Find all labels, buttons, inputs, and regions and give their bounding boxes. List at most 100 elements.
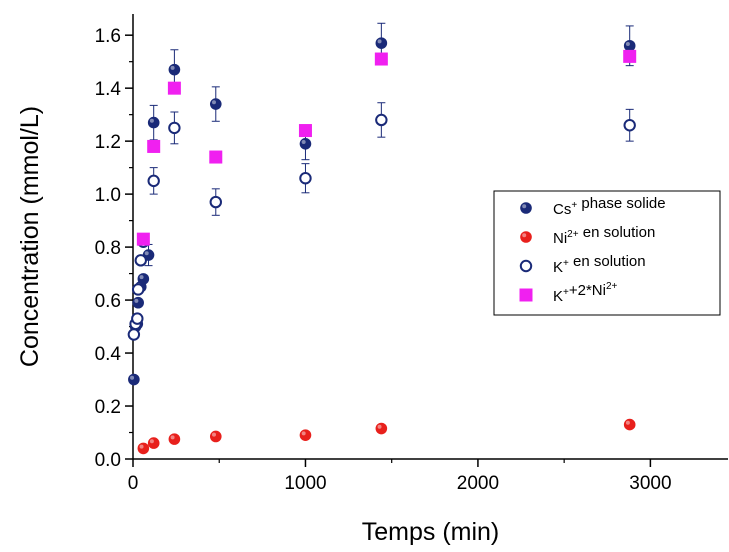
data-point (137, 442, 150, 455)
marker-highlight (301, 139, 306, 144)
data-point (299, 172, 312, 185)
y-tick-label: 0.0 (95, 450, 121, 471)
data-point (168, 433, 181, 445)
data-point (167, 81, 181, 95)
marker-square (167, 81, 181, 95)
marker-filled-circle (168, 433, 181, 445)
marker-filled-circle (623, 39, 636, 52)
data-point (128, 373, 140, 386)
marker-filled-circle (132, 296, 144, 309)
legend-label: K+ en solution (553, 253, 646, 276)
legend-item: Ni2+ en solution (520, 224, 655, 247)
data-point (147, 116, 160, 129)
marker-open-circle (168, 121, 181, 135)
legend-label: Cs+ phase solide (553, 195, 666, 218)
marker-square (147, 139, 161, 153)
marker-filled-circle (147, 437, 160, 449)
marker-highlight (149, 118, 154, 123)
marker-square (298, 124, 312, 138)
series-3 (136, 49, 637, 246)
data-point (147, 139, 161, 153)
data-point (375, 37, 388, 49)
marker-highlight (211, 432, 216, 437)
y-tick-label: 0.8 (95, 238, 121, 259)
data-point (209, 195, 222, 209)
marker-filled-circle (137, 442, 150, 455)
data-point (209, 150, 223, 164)
x-tick-label: 0 (128, 473, 139, 494)
legend-marker (519, 259, 533, 273)
y-tick-label: 0.2 (95, 397, 121, 418)
legend-item: K+ en solution (519, 253, 646, 276)
series-1 (137, 418, 636, 455)
data-point (131, 283, 145, 296)
x-axis-title: Temps (min) (362, 518, 500, 546)
marker-highlight (144, 251, 149, 256)
legend-label-text: phase solide (577, 195, 665, 212)
marker-filled-circle (520, 202, 532, 214)
data-point (136, 232, 150, 246)
legend-label-superscript: 2+ (567, 229, 579, 240)
marker-open-circle (131, 312, 144, 325)
marker-highlight (377, 39, 382, 44)
legend-label-text: Cs (553, 201, 571, 218)
data-point (374, 52, 388, 66)
marker-open-circle (131, 283, 145, 296)
marker-open-circle (299, 172, 312, 185)
marker-highlight (625, 41, 630, 46)
legend-label-text: K (553, 259, 563, 276)
data-point (623, 418, 636, 431)
legend-marker (519, 288, 533, 302)
data-point (623, 119, 636, 132)
x-tick-label: 2000 (457, 473, 499, 494)
y-tick-label: 1.0 (95, 185, 121, 206)
x-tick-label: 3000 (629, 473, 671, 494)
legend-label-text: en solution (579, 224, 656, 241)
marker-highlight (130, 375, 135, 380)
marker-square (209, 150, 223, 164)
legend-label-superscript: + (563, 287, 569, 298)
y-tick-label: 0.6 (95, 291, 121, 312)
legend-marker (520, 202, 532, 214)
legend-marker (520, 231, 532, 243)
marker-open-circle (519, 259, 533, 273)
data-point (168, 63, 181, 76)
marker-square (374, 52, 388, 66)
data-point (137, 273, 150, 285)
marker-highlight (301, 431, 306, 436)
marker-open-circle (209, 195, 222, 209)
marker-square (519, 288, 533, 302)
marker-highlight (625, 420, 630, 425)
marker-highlight (211, 100, 216, 105)
marker-filled-circle (128, 373, 140, 386)
data-point (298, 124, 312, 138)
marker-filled-circle (209, 430, 222, 443)
marker-filled-circle (299, 137, 312, 150)
data-point (168, 121, 181, 135)
data-point (299, 429, 312, 441)
marker-filled-circle (520, 231, 532, 243)
legend-label-superscript: 2+ (606, 281, 618, 292)
marker-open-circle (127, 328, 141, 341)
marker-highlight (139, 275, 144, 280)
data-marks (127, 22, 637, 455)
data-point (623, 49, 637, 63)
marker-filled-circle (209, 98, 222, 110)
data-point (131, 312, 144, 325)
y-axis-ticks: 0.0 0.2 0.4 0.6 0.8 1.0 1.2 1.4 1.6 (95, 26, 133, 471)
legend-item: K++2*Ni2+ (519, 281, 618, 305)
legend-item: Cs+ phase solide (520, 195, 666, 218)
y-tick-label: 1.4 (95, 79, 122, 100)
marker-highlight (139, 444, 144, 449)
data-point (299, 137, 312, 150)
marker-open-circle (375, 113, 388, 127)
data-point (623, 39, 636, 52)
legend-label: K++2*Ni2+ (553, 281, 618, 305)
legend-label-text: en solution (569, 253, 646, 270)
data-point (209, 98, 222, 110)
marker-square (136, 232, 150, 246)
marker-highlight (170, 65, 175, 70)
marker-open-circle (147, 174, 160, 188)
marker-filled-circle (375, 37, 388, 49)
